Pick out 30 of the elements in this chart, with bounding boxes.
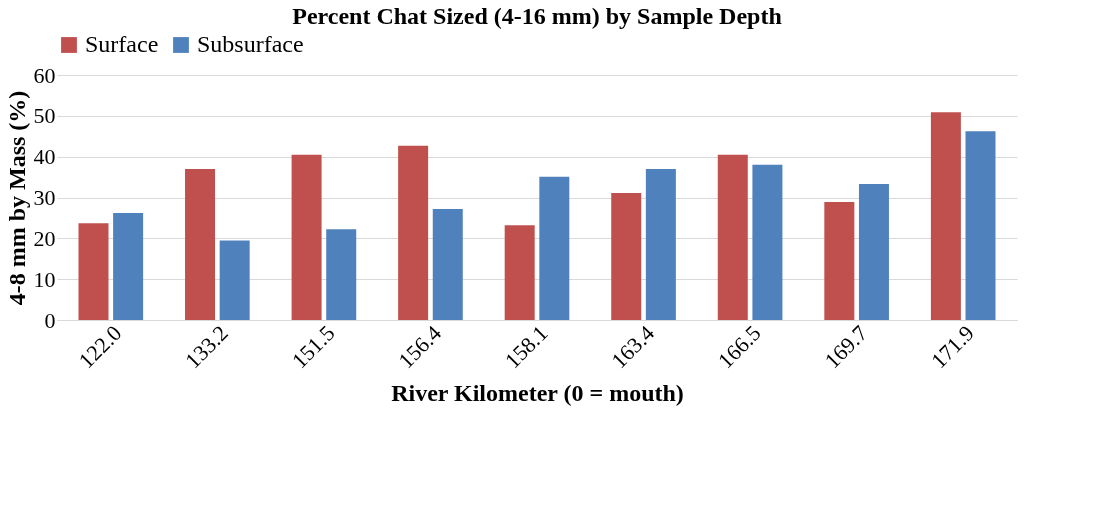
bar: [824, 201, 855, 320]
y-tick-label: 60: [33, 62, 56, 88]
bar: [965, 131, 996, 320]
legend-label: Subsurface: [197, 31, 304, 57]
bar: [291, 154, 322, 320]
y-tick-label: 0: [44, 307, 56, 333]
y-axis-title: 4-8 mm by Mass (%): [3, 90, 30, 306]
chart-title: Percent Chat Sized (4-16 mm) by Sample Depth: [292, 3, 782, 29]
bar: [398, 145, 429, 320]
bar: [219, 240, 250, 320]
bar: [611, 193, 642, 320]
bar: [858, 184, 889, 320]
bar: [717, 154, 748, 320]
bar: [930, 112, 961, 320]
bar: [645, 168, 676, 320]
bar: [185, 168, 216, 320]
y-tick-label: 10: [33, 266, 56, 292]
y-tick-label: 20: [33, 225, 56, 251]
y-tick-label: 50: [33, 103, 56, 129]
bar: [539, 176, 570, 320]
y-tick-label: 40: [33, 144, 56, 170]
bar: [752, 164, 783, 320]
y-tick-label: 30: [33, 185, 56, 210]
legend-label: Surface: [85, 31, 159, 57]
bar: [78, 223, 109, 320]
bar: [504, 225, 535, 320]
x-axis-title: River Kilometer (0 = mouth): [391, 380, 684, 407]
bar: [432, 208, 463, 320]
bar: [326, 229, 357, 320]
bar: [113, 213, 144, 320]
